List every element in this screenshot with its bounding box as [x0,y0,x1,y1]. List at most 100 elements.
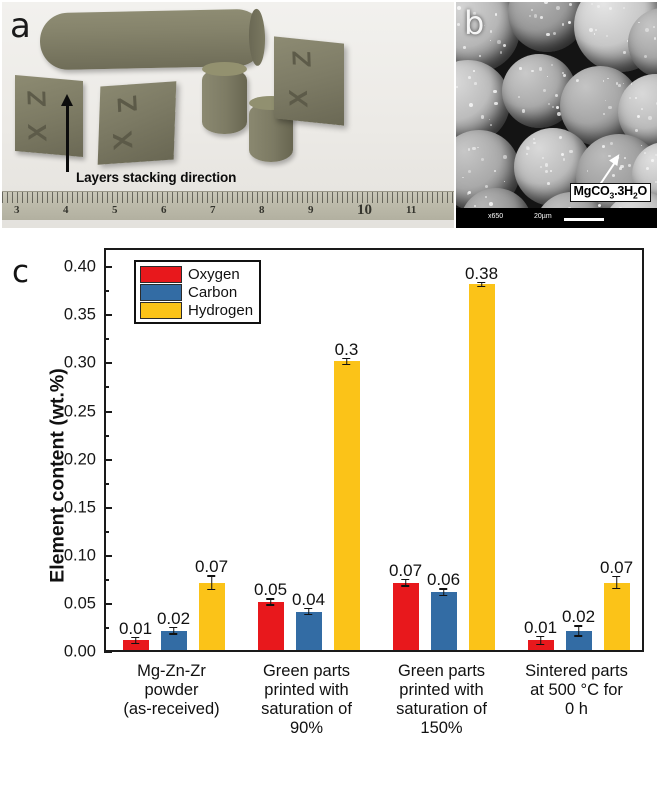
bar-value-label: 0.01 [118,618,153,638]
particle-speckle [522,109,526,113]
bar-carbon-group-2[interactable] [295,607,322,650]
particle-speckle [539,165,543,169]
particle-speckle [467,147,471,151]
particle-speckle [490,124,492,126]
y-minor-tick [104,338,109,341]
particle-speckle [483,24,486,27]
particle-speckle [546,75,549,78]
y-minor-tick [104,482,109,485]
particle-speckle [517,95,520,98]
bar-value-label: 0.3 [334,339,359,359]
ruler-mark: 10 [357,202,372,218]
bar-value-label: 0.07 [194,556,229,576]
particle-speckle [634,96,638,99]
particle-speckle [547,102,551,105]
particle-speckle [590,2,594,6]
particle-speckle [626,40,629,43]
ruler: 3 4 5 6 7 8 9 10 11 [2,191,454,220]
panel-c-bar-chart: c Element content (wt.%) Oxygen Carbon Hyd… [0,232,659,794]
bar-carbon-group-3[interactable] [430,588,457,650]
particle-speckle [568,20,572,24]
particle-speckle [602,80,605,82]
particle-speckle [604,99,607,102]
particle-speckle [503,180,506,183]
particle-speckle [562,158,566,161]
particle-speckle [528,15,531,18]
particle-speckle [530,8,533,11]
bar-value-label: 0.05 [253,580,288,600]
particle-speckle [601,145,605,148]
bar-fill [565,630,592,650]
particle-speckle [575,78,579,82]
error-bar [208,575,215,591]
particle-speckle [602,113,606,116]
bar-hydrogen-group-4[interactable] [603,575,630,650]
bar-oxygen-group-1[interactable] [122,636,149,650]
particle-speckle [489,39,492,42]
bar-oxygen-group-4[interactable] [527,635,554,650]
y-tick-label: 0.30 [63,353,96,372]
bar-hydrogen-group-3[interactable] [468,281,495,650]
legend-item-oxygen[interactable]: Oxygen [140,265,253,283]
particle-speckle [561,152,565,157]
ruler-mark: 4 [63,204,69,216]
particle-speckle [607,77,609,80]
particle-speckle [462,176,464,179]
particle-speckle [545,163,549,167]
bar-carbon-group-1[interactable] [160,626,187,650]
legend-item-carbon[interactable]: Carbon [140,283,253,301]
particle-speckle [541,157,544,160]
y-major-tick [104,362,112,365]
error-bar [478,281,485,288]
legend-swatch-hydrogen [140,301,182,319]
particle-speckle [549,170,552,173]
y-tick-label: 0.35 [63,305,96,324]
bar-value-label: 0.38 [464,263,499,283]
particle-speckle [655,153,657,156]
bar-hydrogen-group-2[interactable] [333,357,360,650]
bar-carbon-group-4[interactable] [565,625,592,650]
particle-speckle [527,146,531,150]
bar-value-label: 0.02 [561,606,596,626]
particle-speckle [596,4,601,9]
cube-face-label-x: X [282,88,314,109]
chart-legend[interactable]: Oxygen Carbon Hydrogen [134,260,262,324]
particle-speckle [485,196,487,199]
x-category-line: at 500 °C for [530,681,623,700]
y-major-tick [104,602,112,605]
particle-speckle [551,64,554,66]
bar-fill [333,361,360,650]
y-minor-tick [104,386,109,389]
particle-speckle [561,23,564,26]
particle-speckle [555,94,559,97]
particle-speckle [575,79,579,83]
particle-speckle [622,51,626,55]
ruler-mark: 3 [14,204,20,216]
compound-sub-2: 2 [632,190,638,201]
bar-hydrogen-group-1[interactable] [198,575,225,650]
panel-b-label: b [464,4,485,42]
sem-magnification: x650 [488,213,504,220]
x-category-line: saturation of [396,700,487,719]
particle-speckle [531,69,535,73]
x-category-line: Sintered parts [525,662,628,680]
particle-speckle [533,141,536,145]
particle-speckle [489,202,493,206]
bar-oxygen-group-3[interactable] [392,578,419,650]
particle-speckle [628,96,632,100]
particle-speckle [493,89,497,94]
stacking-direction-caption: Layers stacking direction [76,170,237,185]
x-category-line: Mg-Zn-Zr [137,662,206,680]
ruler-ticks [2,192,454,203]
particle-speckle [605,35,609,38]
particle-speckle [609,142,613,145]
particle-speckle [653,37,656,40]
bar-oxygen-group-2[interactable] [257,598,284,650]
error-bar [170,626,177,635]
legend-item-hydrogen[interactable]: Hydrogen [140,301,253,319]
particle-speckle [595,28,598,31]
particle-speckle [489,30,493,33]
particle-speckle [559,136,563,140]
particle-speckle [552,106,555,109]
particle-speckle [468,102,473,107]
